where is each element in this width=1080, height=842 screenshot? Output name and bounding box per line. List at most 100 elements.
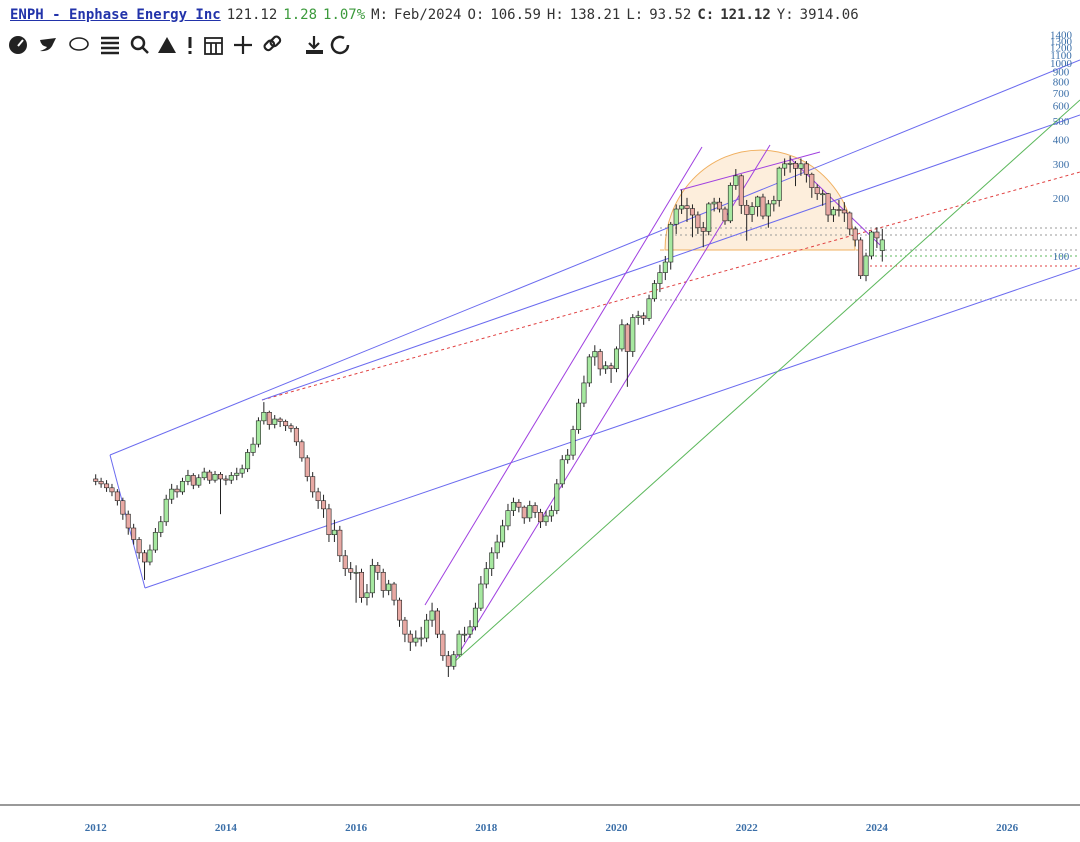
candle-body — [207, 471, 213, 481]
candle-body — [174, 488, 180, 493]
candle-body — [565, 454, 571, 461]
candle-body — [744, 204, 750, 215]
candle-body — [706, 203, 712, 232]
candle-body — [532, 505, 538, 513]
candle-body — [104, 483, 110, 489]
candle-body — [239, 468, 245, 474]
candle-body — [641, 315, 647, 319]
candle-body — [841, 209, 847, 214]
candle-body — [483, 568, 489, 585]
candle-body — [158, 521, 164, 533]
y-tick-label: 600 — [1053, 101, 1070, 113]
candle-body — [142, 552, 148, 563]
candle-body — [765, 203, 771, 217]
candle-body — [321, 500, 327, 510]
candle-body — [727, 185, 733, 222]
candle-body — [798, 163, 804, 169]
y-tick-label: 400 — [1053, 135, 1070, 147]
candle-body — [863, 255, 869, 277]
draw-icon[interactable] — [158, 37, 176, 53]
x-tick-label: 2016 — [345, 822, 368, 834]
candle-body — [266, 411, 272, 425]
candle-body — [353, 571, 359, 574]
trend-line — [679, 151, 821, 191]
candle-body — [342, 555, 348, 570]
download-icon[interactable] — [306, 36, 323, 54]
comment-icon[interactable] — [69, 37, 89, 51]
fan-line — [452, 99, 1080, 664]
twitter-icon[interactable] — [40, 38, 56, 52]
candle-body — [163, 498, 169, 523]
x-tick-label: 2024 — [866, 822, 889, 834]
candle-body — [397, 599, 403, 621]
candle-body — [375, 564, 381, 573]
x-tick-label: 2012 — [85, 822, 108, 834]
candle-body — [451, 654, 457, 667]
candle-body — [250, 443, 256, 453]
field-label: Y: — [776, 7, 794, 23]
candle-body — [337, 529, 343, 557]
field-value: 106.59 — [490, 7, 541, 23]
candle-body — [185, 475, 191, 482]
y-tick-label: 1400 — [1050, 30, 1073, 42]
candle-body — [277, 418, 283, 422]
move-icon[interactable] — [234, 36, 252, 54]
candle-body — [820, 193, 826, 196]
candle-body — [98, 481, 104, 485]
candle-body — [456, 633, 462, 656]
y-tick-label: 200 — [1053, 193, 1070, 205]
candle-body — [559, 459, 565, 485]
candle-body — [613, 348, 619, 369]
y-tick-label: 100 — [1053, 251, 1070, 263]
candle-body — [478, 583, 484, 609]
candle-body — [217, 473, 223, 480]
candle-body — [413, 637, 419, 643]
candle-body — [120, 500, 126, 515]
candle-body — [673, 208, 679, 225]
x-tick-label: 2020 — [605, 822, 628, 834]
list-icon[interactable] — [101, 36, 119, 55]
candle-body — [179, 481, 185, 493]
candle-body — [434, 610, 440, 635]
link-icon[interactable] — [263, 35, 282, 52]
candle-body — [695, 214, 701, 229]
field-label: H: — [546, 7, 564, 23]
candle-body — [283, 421, 289, 427]
candle-body — [793, 162, 799, 169]
candle-body — [510, 501, 516, 511]
trend-line — [261, 171, 1080, 401]
candle-body — [576, 402, 582, 430]
candle-body — [331, 529, 337, 536]
candle-body — [489, 552, 495, 570]
candle-body — [125, 513, 131, 529]
candle-body — [700, 227, 706, 232]
candle-body — [679, 205, 685, 210]
candle-body — [782, 163, 788, 169]
candle-body — [879, 239, 885, 251]
candle-body — [136, 539, 142, 554]
search-icon[interactable] — [130, 35, 149, 54]
candle-body — [874, 231, 880, 239]
candle-body — [787, 162, 793, 165]
refresh-icon[interactable] — [330, 35, 350, 55]
y-tick-label: 1200 — [1050, 43, 1073, 55]
candle-body — [630, 317, 636, 352]
field-value: 121.12 — [720, 7, 771, 23]
x-tick-label: 2014 — [215, 822, 238, 834]
dashboard-icon[interactable] — [9, 36, 27, 54]
candle-body — [223, 478, 229, 481]
quote-header: ENPH - Enphase Energy Inc 121.12 1.28 1.07%… — [10, 7, 871, 23]
candle-body — [109, 487, 115, 493]
candle-body — [771, 200, 777, 205]
candle-body — [527, 505, 533, 519]
candle-body — [152, 532, 158, 551]
calendar-icon[interactable] — [204, 37, 223, 55]
symbol-link[interactable]: ENPH - Enphase Energy Inc — [10, 7, 221, 23]
candle-body — [462, 633, 468, 636]
y-tick-label: 1100 — [1050, 50, 1072, 62]
candle-body — [814, 187, 820, 195]
y-tick-label: 900 — [1053, 67, 1070, 79]
candle-body — [505, 510, 511, 527]
candle-body — [521, 506, 527, 519]
